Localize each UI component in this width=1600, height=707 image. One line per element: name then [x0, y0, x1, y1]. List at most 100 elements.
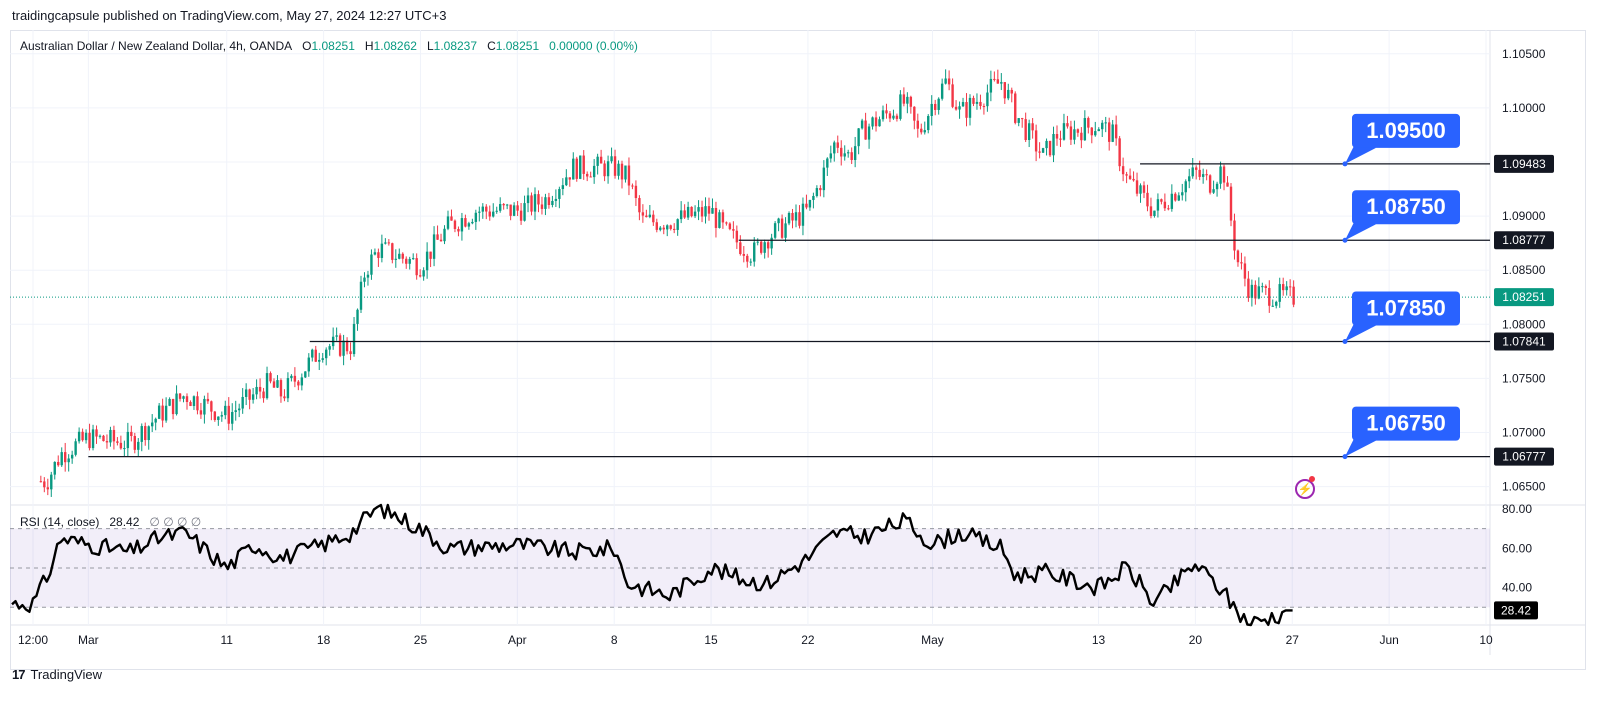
- candle-body: [144, 426, 147, 441]
- candle-body: [1271, 305, 1274, 307]
- time-tick-label: 13: [1092, 633, 1106, 647]
- candle-body: [1281, 284, 1285, 291]
- candle-body: [495, 210, 498, 212]
- candle-body: [585, 173, 589, 177]
- candle-body: [380, 243, 384, 258]
- candle-body: [700, 207, 704, 217]
- candle-body: [164, 405, 168, 421]
- candle-body: [652, 214, 655, 223]
- candle-body: [1250, 284, 1254, 298]
- candle-body: [370, 254, 373, 275]
- candle-body: [944, 78, 947, 84]
- candle-body: [467, 223, 471, 227]
- candle-body: [377, 252, 380, 258]
- candle-body: [429, 251, 432, 259]
- candle-body: [171, 398, 175, 415]
- time-tick-label: 15: [704, 633, 718, 647]
- price-tick-label: 1.07000: [1502, 426, 1546, 440]
- candle-body: [770, 237, 773, 249]
- candle-body: [718, 212, 721, 228]
- candle-body: [732, 229, 735, 231]
- candle-body: [551, 200, 554, 206]
- candle-body: [815, 188, 819, 196]
- rsi-pane: [10, 503, 1490, 627]
- candle-body: [311, 349, 314, 358]
- candle-body: [147, 426, 150, 441]
- candle-body: [1205, 174, 1208, 176]
- candle-body: [993, 78, 996, 80]
- notification-dot: [1309, 476, 1315, 482]
- candle-body: [1268, 287, 1271, 306]
- candle-body: [478, 211, 481, 213]
- price-tick-label: 1.10000: [1502, 101, 1546, 115]
- candle-body: [606, 161, 610, 177]
- candle-body: [290, 375, 293, 379]
- candle-body: [1184, 181, 1187, 193]
- candle-body: [234, 410, 237, 412]
- candle-body: [989, 78, 993, 93]
- candle-body: [794, 212, 798, 221]
- candle-body: [1121, 166, 1125, 175]
- time-tick-label: 18: [317, 633, 331, 647]
- candle-body: [840, 147, 843, 157]
- candle-body: [241, 396, 244, 409]
- time-axis: 12:00 Mar 11 18 25 Apr 8 15 22 May 13 20 27 Jun 10: [18, 633, 1493, 647]
- candle-body: [544, 197, 547, 209]
- level-callout-label: 1.07850: [1366, 296, 1446, 321]
- candle-body: [561, 185, 565, 190]
- candle-body: [154, 418, 157, 423]
- candle-body: [683, 210, 686, 218]
- candle-body: [565, 177, 568, 186]
- candle-body: [940, 83, 944, 99]
- candle-body: [345, 340, 349, 352]
- candle-body: [505, 204, 509, 206]
- symbol-legend: Australian Dollar / New Zealand Dollar, …: [20, 39, 638, 53]
- candle-body: [1118, 138, 1121, 167]
- rsi-label: RSI (14, close): [20, 515, 100, 529]
- candle-body: [1191, 167, 1194, 177]
- candle-body: [648, 214, 652, 218]
- candle-body: [1156, 199, 1160, 211]
- candle-body: [161, 405, 164, 421]
- candle-body: [881, 110, 885, 120]
- candle-body: [874, 117, 878, 127]
- candle-body: [867, 126, 871, 140]
- candle-body: [175, 393, 178, 415]
- candle-body: [853, 146, 857, 161]
- candle-body: [1048, 140, 1052, 156]
- candle-body: [88, 432, 91, 449]
- candle-body: [81, 431, 84, 441]
- candle-body: [690, 206, 693, 217]
- footer-brand[interactable]: 17 TradingView: [12, 667, 102, 682]
- brand-name: TradingView: [30, 667, 103, 682]
- candle-body: [182, 396, 185, 399]
- lightning-bolt-icon[interactable]: ⚡: [1295, 479, 1315, 499]
- candle-body: [352, 323, 356, 355]
- candle-body: [53, 461, 56, 475]
- candle-body: [185, 396, 189, 402]
- time-tick-label: Mar: [78, 633, 99, 647]
- publish-caption: traidingcapsule published on TradingView…: [12, 8, 447, 23]
- grid-lines: [10, 30, 1586, 655]
- candle-body: [672, 228, 676, 230]
- candle-body: [711, 208, 714, 214]
- candle-body: [906, 96, 909, 104]
- candle-body: [512, 205, 516, 216]
- level-axis-tag: [1494, 332, 1554, 351]
- candle-body: [43, 481, 46, 488]
- candle-body: [279, 380, 283, 397]
- candle-body: [213, 411, 217, 421]
- candle-body: [338, 335, 342, 356]
- candle-body: [1055, 134, 1059, 139]
- rsi-legend-value: 28.42: [109, 515, 140, 529]
- candle-body: [885, 110, 888, 114]
- candle-body: [1194, 167, 1198, 170]
- candle-body: [554, 198, 558, 201]
- candle-body: [679, 210, 683, 220]
- candle-body: [415, 258, 418, 276]
- candle-body: [394, 258, 397, 260]
- candle-body: [1233, 220, 1236, 251]
- candle-body: [826, 158, 829, 168]
- candle-body: [937, 98, 940, 110]
